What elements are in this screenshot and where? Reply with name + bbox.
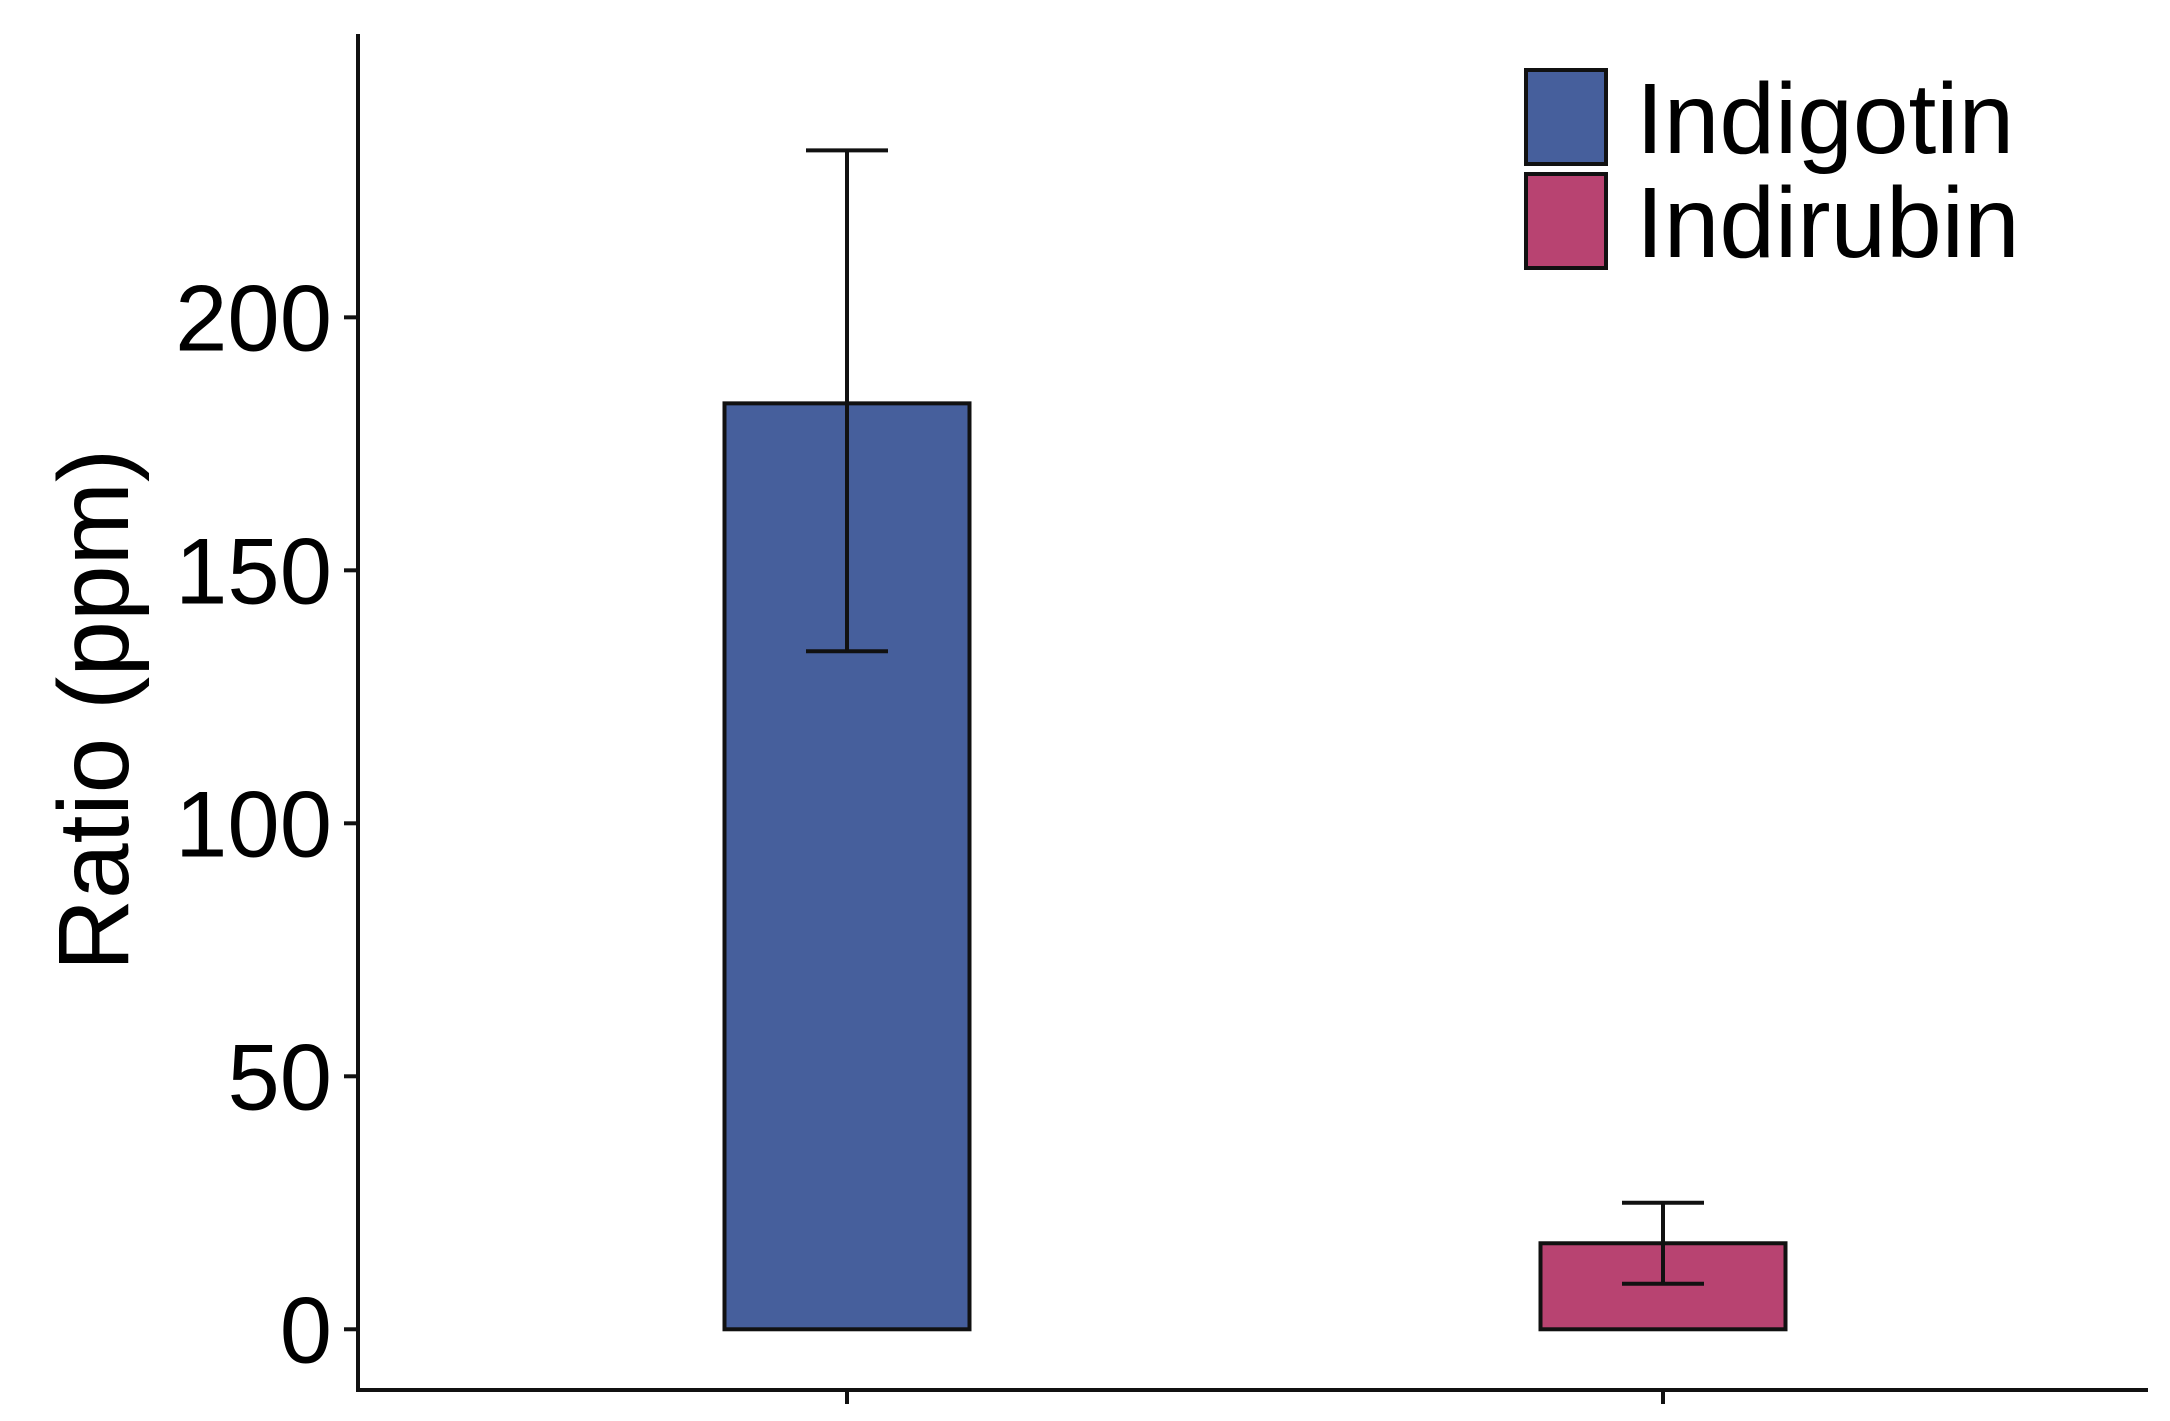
y-axis-title: Ratio (ppm) xyxy=(38,449,150,971)
legend-swatch-indirubin xyxy=(1524,172,1608,270)
legend-swatch-indigotin xyxy=(1524,68,1608,166)
y-tick-label: 100 xyxy=(175,771,332,876)
y-axis: 0 50 100 150 200 xyxy=(175,34,360,1391)
error-bars xyxy=(806,148,1704,1286)
legend-label-indigotin: Indigotin xyxy=(1636,63,2014,175)
y-tick-label: 50 xyxy=(227,1024,332,1129)
legend-label-indirubin: Indirubin xyxy=(1636,167,2020,279)
y-tick-label: 0 xyxy=(280,1277,332,1382)
y-tick-label: 150 xyxy=(175,518,332,623)
y-tick-label: 200 xyxy=(175,265,332,370)
x-axis xyxy=(356,1388,2148,1404)
bars xyxy=(722,401,1788,1332)
